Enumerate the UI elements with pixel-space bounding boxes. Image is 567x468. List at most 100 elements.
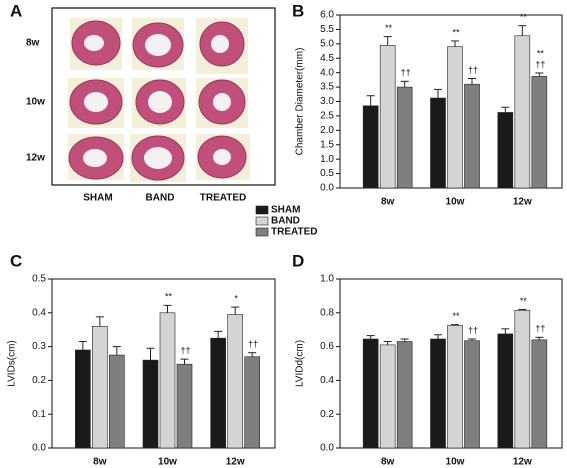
error-bar <box>366 95 375 106</box>
bar <box>109 354 125 449</box>
significance-marker: †† <box>468 65 478 75</box>
bar <box>464 83 480 189</box>
legend-swatch <box>255 216 269 226</box>
significance-marker: ** <box>520 12 528 22</box>
x-tick-label: 12w <box>226 457 245 468</box>
row-label: 10w <box>26 97 45 108</box>
significance-marker: ** <box>385 23 393 33</box>
x-tick-label: 12w <box>513 197 532 208</box>
x-tick-label: 10w <box>158 457 177 468</box>
column-label: SHAM <box>83 193 112 204</box>
error-bar <box>400 338 409 342</box>
y-tick-label: 2.0 <box>320 125 334 136</box>
y-tick-label: 2.5 <box>320 111 334 122</box>
significance-marker: ** <box>452 27 460 37</box>
bar <box>531 76 548 189</box>
error-bar <box>468 77 476 85</box>
bar <box>379 44 396 189</box>
significance-marker: †† <box>535 59 545 69</box>
significance-marker: ** <box>165 292 173 302</box>
error-bar <box>468 338 476 341</box>
y-tick-label: 3.0 <box>320 96 334 107</box>
y-tick-label: 0.4 <box>320 375 334 386</box>
error-bar <box>366 335 375 339</box>
error-bar <box>383 36 392 46</box>
bar <box>464 340 480 449</box>
y-tick-label: 0.6 <box>320 341 334 352</box>
bar <box>447 46 463 189</box>
significance-marker: †† <box>401 68 411 78</box>
legend-swatch <box>255 227 269 237</box>
y-tick-label: 0.8 <box>320 307 334 318</box>
bar <box>210 337 226 449</box>
y-tick-label: 1.0 <box>320 274 334 285</box>
x-tick-label: 12w <box>513 457 532 468</box>
column-label: TREATED <box>200 193 246 204</box>
error-bar <box>95 316 104 327</box>
row-label: 12w <box>26 153 45 164</box>
error-bar <box>501 328 510 334</box>
y-tick-label: 4.5 <box>320 53 334 64</box>
y-axis-label: LVIDs(cm) <box>7 340 18 386</box>
y-tick-label: 0.1 <box>32 409 46 420</box>
error-bar <box>248 352 257 357</box>
bar <box>531 339 548 449</box>
bar <box>227 314 243 449</box>
row-label: 8w <box>26 38 40 49</box>
column-label: BAND <box>146 193 175 204</box>
bar <box>430 97 446 189</box>
significance-marker: ** <box>537 48 545 58</box>
error-bar <box>535 72 544 77</box>
y-tick-label: 4.0 <box>320 67 334 78</box>
error-bar <box>112 346 121 356</box>
y-tick-label: 0.5 <box>320 168 334 179</box>
error-bar <box>180 358 189 365</box>
error-bar <box>434 334 442 339</box>
error-bar <box>383 341 392 345</box>
bar <box>362 105 379 189</box>
bar <box>396 86 413 189</box>
panel-letter: C <box>10 251 22 270</box>
bar <box>244 356 260 449</box>
error-bar <box>451 40 459 47</box>
y-tick-label: 0.4 <box>32 307 46 318</box>
x-tick-label: 10w <box>446 457 465 468</box>
y-tick-label: 0.2 <box>320 409 334 420</box>
bar <box>176 363 193 449</box>
error-bar <box>518 308 527 311</box>
x-tick-label: 10w <box>446 197 465 208</box>
legend-swatch <box>255 205 269 215</box>
y-tick-label: 6.0 <box>320 10 334 21</box>
y-tick-label: 0.0 <box>320 443 334 454</box>
panel-letter: D <box>292 251 304 270</box>
error-bar <box>535 336 544 340</box>
bar <box>514 309 531 449</box>
y-tick-label: 0.3 <box>32 341 46 352</box>
error-bar <box>214 330 223 339</box>
heart-sections <box>68 18 250 182</box>
bar <box>514 35 531 189</box>
panel-letter: A <box>10 1 22 20</box>
significance-marker: †† <box>535 324 545 334</box>
x-tick-label: 8w <box>381 197 395 208</box>
bar <box>379 344 396 449</box>
significance-marker: †† <box>468 325 478 335</box>
bar <box>159 312 176 449</box>
bar <box>497 112 514 189</box>
error-bar <box>400 80 409 88</box>
error-bar <box>451 324 459 326</box>
legend-label: BAND <box>271 216 300 227</box>
bar <box>142 359 159 449</box>
bar <box>362 338 379 449</box>
y-tick-label: 0.2 <box>32 375 46 386</box>
y-tick-label: 0.5 <box>32 274 46 285</box>
bar <box>75 349 91 449</box>
legend-label: SHAM <box>271 205 300 216</box>
x-tick-label: 8w <box>381 457 395 468</box>
significance-marker: †† <box>248 339 258 349</box>
bar <box>92 326 108 449</box>
error-bar <box>434 88 442 99</box>
y-tick-label: 1.0 <box>320 154 334 165</box>
legend-label: TREATED <box>271 227 317 238</box>
y-tick-label: 3.5 <box>320 82 334 93</box>
